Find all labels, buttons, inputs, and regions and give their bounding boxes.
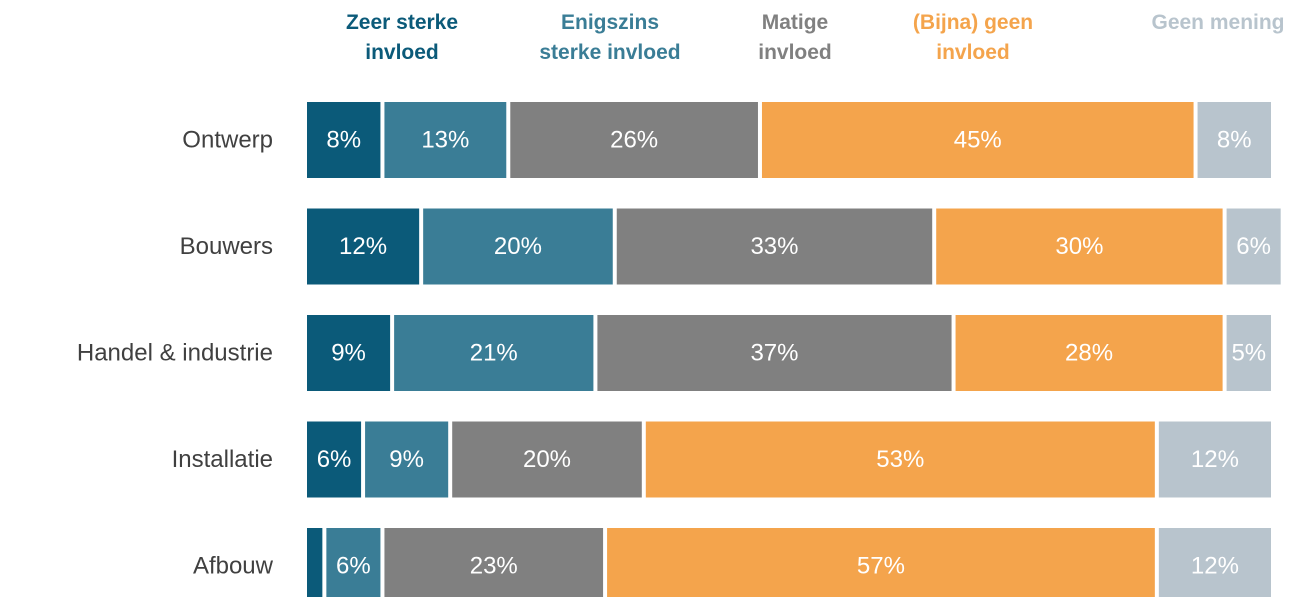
bar-segment: [394, 315, 594, 391]
data-label: 33%: [750, 233, 798, 260]
data-label: 53%: [876, 446, 924, 473]
bar-segment: [384, 528, 604, 597]
bar-segment: [307, 315, 391, 391]
category-label: Ontwerp: [182, 127, 273, 154]
bar-segment: [307, 421, 362, 498]
data-label: 6%: [317, 446, 352, 473]
bar-segment: [1158, 528, 1271, 597]
data-label: 12%: [1191, 553, 1239, 580]
bar-segment: [1197, 102, 1271, 178]
bar-segment: [1158, 421, 1271, 498]
bar-segment: [616, 208, 933, 285]
bar-segment: [936, 208, 1223, 285]
data-label: 8%: [1217, 127, 1252, 154]
bar-segment: [1226, 315, 1271, 391]
legend-entry: Matige invloed: [758, 11, 832, 64]
data-label: 9%: [331, 340, 366, 367]
bar-segment: [452, 421, 642, 498]
bar-segment: [607, 528, 1155, 597]
category-label: Bouwers: [180, 233, 273, 260]
bar-segment: [510, 102, 758, 178]
bar-segment: [384, 102, 507, 178]
bar-segment: [645, 421, 1155, 498]
data-label: 13%: [421, 127, 469, 154]
bar-segment: [423, 208, 613, 285]
bar-segment: [761, 102, 1194, 178]
data-label: 45%: [954, 127, 1002, 154]
bar-segment: [326, 528, 381, 597]
data-label: 20%: [494, 233, 542, 260]
data-label: 12%: [339, 233, 387, 260]
bar-segment: [955, 315, 1223, 391]
bar-segment: [597, 315, 952, 391]
bar-segment: [307, 528, 323, 597]
bar-segment: [1226, 208, 1281, 285]
bar-segment: [307, 208, 420, 285]
data-label: 6%: [1236, 233, 1271, 260]
data-label: 30%: [1055, 233, 1103, 260]
category-label: Installatie: [172, 446, 273, 473]
data-label: 23%: [470, 553, 518, 580]
data-label: 5%: [1231, 340, 1266, 367]
data-label: 28%: [1065, 340, 1113, 367]
legend-entry: Zeer sterke invloed: [345, 11, 459, 64]
data-label: 26%: [610, 127, 658, 154]
data-label: 6%: [336, 553, 371, 580]
data-label: 57%: [857, 553, 905, 580]
bar-segment: [307, 102, 381, 178]
category-label: Afbouw: [193, 553, 274, 580]
category-label: Handel & industrie: [77, 340, 273, 367]
data-label: 9%: [389, 446, 424, 473]
data-label: 8%: [326, 127, 361, 154]
data-label: 20%: [523, 446, 571, 473]
data-label: 12%: [1191, 446, 1239, 473]
data-label: 21%: [470, 340, 518, 367]
legend-entry: Geen mening: [1151, 11, 1285, 34]
legend-entry: Enigszins sterke invloed: [539, 11, 681, 64]
legend-entry: (Bijna) geen invloed: [912, 11, 1034, 64]
data-label: 37%: [750, 340, 798, 367]
bar-segment: [365, 421, 449, 498]
